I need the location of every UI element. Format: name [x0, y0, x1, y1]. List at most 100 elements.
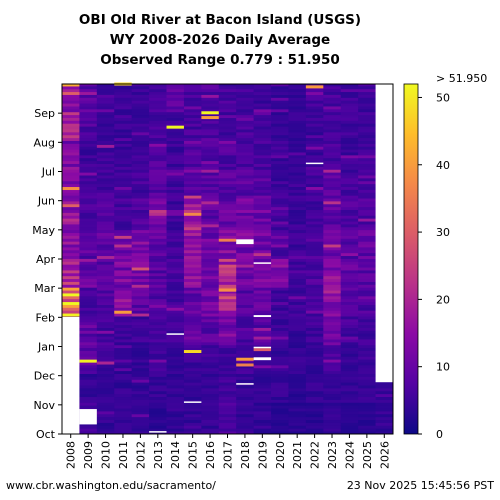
heatmap-cell: [358, 183, 376, 188]
heatmap-cell: [183, 364, 202, 369]
heatmap-cell: [114, 143, 133, 147]
heatmap-cell: [218, 154, 237, 159]
heatmap-cell: [358, 281, 376, 285]
heatmap-cell: [288, 344, 307, 349]
heatmap-cell: [236, 270, 255, 274]
heatmap-cell: [183, 111, 202, 116]
heatmap-cell: [79, 341, 98, 346]
heatmap-cell: [149, 249, 167, 254]
heatmap-cell: [166, 298, 185, 303]
heatmap-cell: [305, 154, 324, 159]
heatmap-cell: [114, 252, 133, 257]
heatmap-cell: [375, 405, 394, 409]
heatmap-cell: [183, 140, 202, 144]
heatmap-cell: [131, 143, 150, 147]
heatmap-cell: [166, 206, 185, 211]
heatmap-cell: [62, 192, 80, 196]
heatmap-cell: [271, 431, 289, 435]
heatmap-cell: [340, 252, 359, 257]
heatmap-cell: [114, 413, 133, 418]
heatmap-cell: [218, 278, 237, 282]
heatmap-cell: [201, 364, 220, 369]
heatmap-cell: [340, 379, 359, 383]
heatmap-cell: [149, 428, 167, 432]
heatmap-cell: [305, 152, 324, 156]
heatmap-cell: [183, 313, 202, 317]
heatmap-cell: [358, 126, 376, 130]
heatmap-cell: [358, 316, 376, 320]
heatmap-cell: [305, 117, 324, 121]
heatmap-cell: [149, 129, 167, 133]
heatmap-cell: [62, 275, 80, 280]
heatmap-cell: [201, 275, 220, 280]
heatmap-cell: [253, 224, 272, 228]
heatmap-cell: [253, 163, 272, 167]
heatmap-cell: [340, 183, 359, 188]
heatmap-cell: [96, 186, 115, 190]
heatmap-cell: [166, 295, 185, 300]
heatmap-cell: [131, 172, 150, 176]
heatmap-cell: [218, 146, 237, 150]
heatmap-cell: [79, 183, 98, 188]
heatmap-cell: [218, 91, 237, 95]
heatmap-cell: [305, 123, 324, 127]
heatmap-cell: [236, 120, 255, 124]
heatmap-cell: [340, 106, 359, 110]
heatmap-cell: [236, 367, 255, 372]
heatmap-cell: [288, 359, 307, 363]
heatmap-cell: [131, 376, 150, 380]
heatmap-cell: [183, 114, 202, 118]
heatmap-cell: [201, 370, 220, 374]
heatmap-cell: [131, 215, 150, 219]
heatmap-cell: [288, 267, 307, 271]
heatmap-cell: [358, 301, 376, 305]
heatmap-cell: [305, 396, 324, 400]
heatmap-cell: [288, 108, 307, 113]
x-tick-label: 2025: [361, 441, 374, 469]
heatmap-cell: [288, 175, 307, 179]
heatmap-cell: [218, 94, 237, 98]
heatmap-cell: [288, 310, 307, 314]
heatmap-cell: [149, 189, 167, 193]
heatmap-cell: [166, 152, 185, 156]
heatmap-cell: [79, 177, 98, 182]
heatmap-cell: [183, 203, 202, 208]
heatmap-cell: [166, 209, 185, 213]
heatmap-cell: [62, 146, 80, 150]
heatmap-cell: [218, 261, 237, 265]
heatmap-cell: [271, 290, 289, 294]
heatmap-cell: [271, 195, 289, 199]
y-tick-label: Sep: [34, 107, 55, 120]
heatmap-cell: [236, 200, 255, 205]
heatmap-cell: [201, 295, 220, 300]
heatmap-cell: [218, 212, 237, 216]
heatmap-cell: [340, 100, 359, 104]
heatmap-cell: [79, 226, 98, 231]
heatmap-cell: [305, 373, 324, 377]
heatmap-cell: [323, 129, 342, 133]
heatmap-cell: [288, 189, 307, 193]
heatmap-cell: [288, 106, 307, 110]
heatmap-cell: [288, 402, 307, 406]
heatmap-cell: [271, 212, 289, 216]
x-tick-label: 2014: [169, 441, 182, 469]
heatmap-cell: [253, 169, 272, 173]
heatmap-cell: [305, 336, 324, 340]
heatmap-cell: [149, 123, 167, 127]
heatmap-cell: [253, 108, 272, 113]
x-tick-label: 2015: [187, 441, 200, 469]
heatmap-cell: [201, 88, 220, 93]
heatmap-cell: [340, 313, 359, 317]
x-tick-label: 2021: [291, 441, 304, 469]
heatmap-cell: [340, 290, 359, 294]
heatmap-cell: [253, 373, 272, 377]
heatmap-cell: [201, 336, 220, 340]
heatmap-cell: [149, 157, 167, 162]
heatmap-cell: [323, 183, 342, 188]
heatmap-cell: [201, 103, 220, 107]
heatmap-cell: [305, 393, 324, 398]
heatmap-cell: [201, 321, 220, 326]
heatmap-cell: [149, 267, 167, 271]
heatmap-cell: [288, 281, 307, 285]
heatmap-cell: [96, 203, 115, 208]
